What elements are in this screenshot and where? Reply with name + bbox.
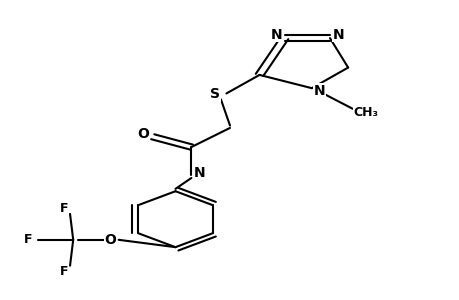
Text: N: N [270,28,281,42]
Text: F: F [60,202,68,214]
Text: S: S [210,87,220,101]
Text: F: F [60,265,68,278]
Text: O: O [104,233,116,247]
Text: F: F [23,233,32,246]
Text: N: N [331,28,343,42]
Text: CH₃: CH₃ [353,106,378,119]
Text: N: N [193,166,205,180]
Text: O: O [137,128,149,141]
Text: N: N [313,83,325,98]
